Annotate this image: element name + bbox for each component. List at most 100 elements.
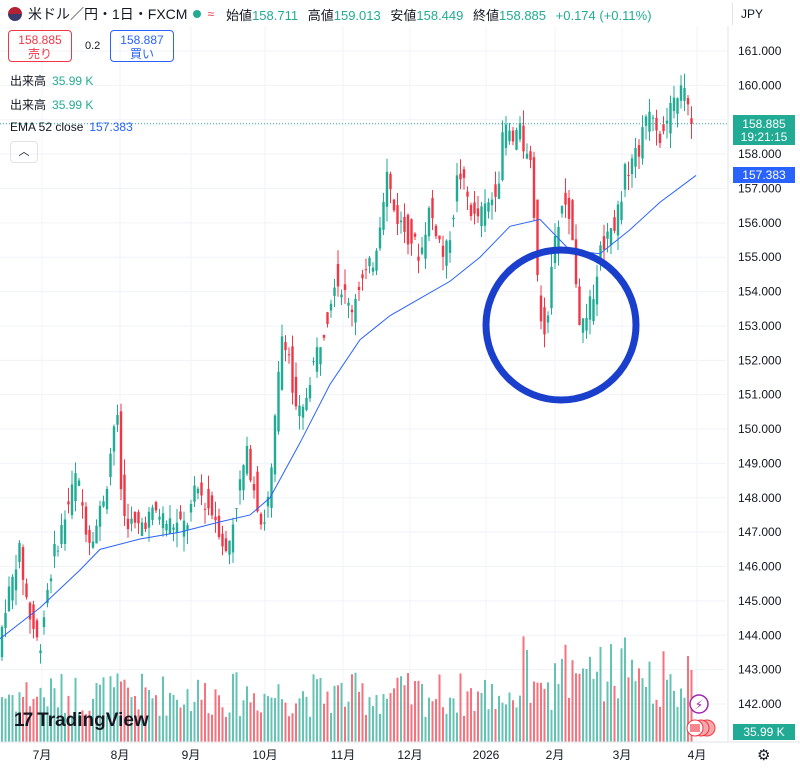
- price-tick-label: 146.000: [738, 560, 782, 574]
- volume-bar: [43, 697, 45, 742]
- volume-bar: [326, 691, 329, 742]
- legend-volume-2[interactable]: 出来高 35.99 K: [10, 98, 94, 112]
- volume-bar: [137, 709, 140, 742]
- candle-body: [375, 250, 378, 271]
- candle-body: [322, 334, 326, 338]
- volume-bar: [36, 696, 38, 742]
- volume-bar: [302, 691, 304, 742]
- volume-bar: [445, 713, 448, 742]
- candle-body: [53, 543, 56, 557]
- volume-bar: [564, 644, 567, 742]
- volume-bar: [470, 688, 472, 742]
- tradingview-logo[interactable]: 17 TradingView: [14, 710, 149, 731]
- symbol-title[interactable]: 米ドル／円・1日・FXCM: [28, 6, 188, 22]
- candle-body: [277, 371, 280, 432]
- candle-body: [25, 583, 28, 598]
- volume-bar: [386, 698, 388, 742]
- volume-bar: [673, 690, 675, 742]
- volume-bar: [480, 692, 483, 742]
- volume-bar: [221, 707, 224, 742]
- candle-body: [315, 347, 319, 372]
- volume-bar: [421, 684, 423, 742]
- volume-bar: [71, 715, 73, 742]
- volume-bar: [253, 693, 255, 742]
- candle-body: [133, 511, 137, 523]
- legend-volume-1[interactable]: 出来高 35.99 K: [10, 74, 94, 88]
- candle-body: [18, 543, 21, 562]
- candle-body: [511, 130, 515, 142]
- candle-body: [634, 148, 637, 167]
- candle-body: [28, 602, 32, 620]
- volume-bar: [172, 694, 175, 742]
- volume-bar: [288, 716, 290, 742]
- candle-body: [578, 286, 581, 326]
- volume-bars: [1, 636, 693, 742]
- candle-body: [438, 235, 441, 240]
- volume-bar: [11, 695, 14, 742]
- candle-body: [543, 307, 546, 335]
- candle-body: [112, 426, 116, 452]
- volume-bar: [46, 706, 49, 742]
- volume-bar: [375, 695, 378, 742]
- volume-bar: [603, 701, 605, 742]
- candle-body: [70, 484, 74, 516]
- candle-body: [32, 604, 35, 629]
- candle-body: [154, 502, 158, 511]
- volume-bar: [610, 644, 612, 742]
- volume-bar: [585, 668, 588, 742]
- collapse-legend-button[interactable]: ︿: [10, 141, 38, 163]
- time-tick-label: 7月: [33, 748, 52, 762]
- candle-body: [658, 133, 662, 144]
- candle-body: [490, 199, 494, 206]
- annotation-circle: [482, 246, 640, 404]
- volume-bar: [540, 682, 542, 742]
- volume-bar: [396, 677, 399, 742]
- volume-bar: [256, 710, 259, 742]
- volume-bar: [60, 673, 63, 742]
- candle-body: [291, 346, 294, 393]
- event-icons[interactable]: ⚡: [686, 694, 716, 737]
- buy-button[interactable]: 158.887 買い: [110, 30, 174, 62]
- legend-ema[interactable]: EMA 52 close 157.383: [10, 120, 133, 134]
- volume-bar: [242, 700, 245, 742]
- candle-body: [431, 197, 434, 219]
- candle-body: [441, 245, 445, 257]
- volume-bar: [141, 673, 143, 742]
- time-tick-label: 3月: [613, 748, 632, 762]
- candle-body: [151, 507, 154, 520]
- volume-bar: [669, 674, 672, 742]
- volume-bar: [463, 715, 465, 742]
- volume-bar: [50, 678, 52, 742]
- volume-bar: [151, 698, 154, 742]
- volume-bar: [435, 699, 437, 742]
- candle-body: [550, 266, 553, 309]
- candle-body: [399, 220, 403, 223]
- price-tick-label: 149.000: [738, 456, 782, 470]
- volume-bar: [659, 706, 661, 742]
- candle-body: [189, 503, 193, 513]
- volume-bar: [508, 692, 511, 742]
- volume-bar: [183, 704, 185, 742]
- candle-body: [186, 525, 189, 530]
- candle-body: [609, 228, 613, 246]
- spread-value: 0.2: [85, 40, 101, 52]
- candle-body: [123, 474, 126, 517]
- gear-icon[interactable]: ⚙: [757, 747, 771, 764]
- price-tick-label: 147.000: [738, 525, 782, 539]
- time-tick-label: 10月: [252, 748, 277, 762]
- volume-bar: [498, 695, 500, 742]
- time-tick-label: 4月: [688, 748, 707, 762]
- volume-bar: [337, 685, 339, 742]
- candle-body: [392, 199, 396, 211]
- volume-bar: [169, 692, 171, 742]
- candle-body: [592, 299, 595, 321]
- currency-label[interactable]: JPY: [732, 3, 800, 25]
- sell-button[interactable]: 158.885 売り: [8, 30, 72, 62]
- candle-body: [427, 207, 431, 237]
- volume-bar: [620, 648, 623, 742]
- volume-bar: [631, 659, 633, 742]
- candle-body: [679, 85, 683, 101]
- candle-body: [371, 267, 375, 272]
- time-tick-label: 2026: [473, 748, 500, 762]
